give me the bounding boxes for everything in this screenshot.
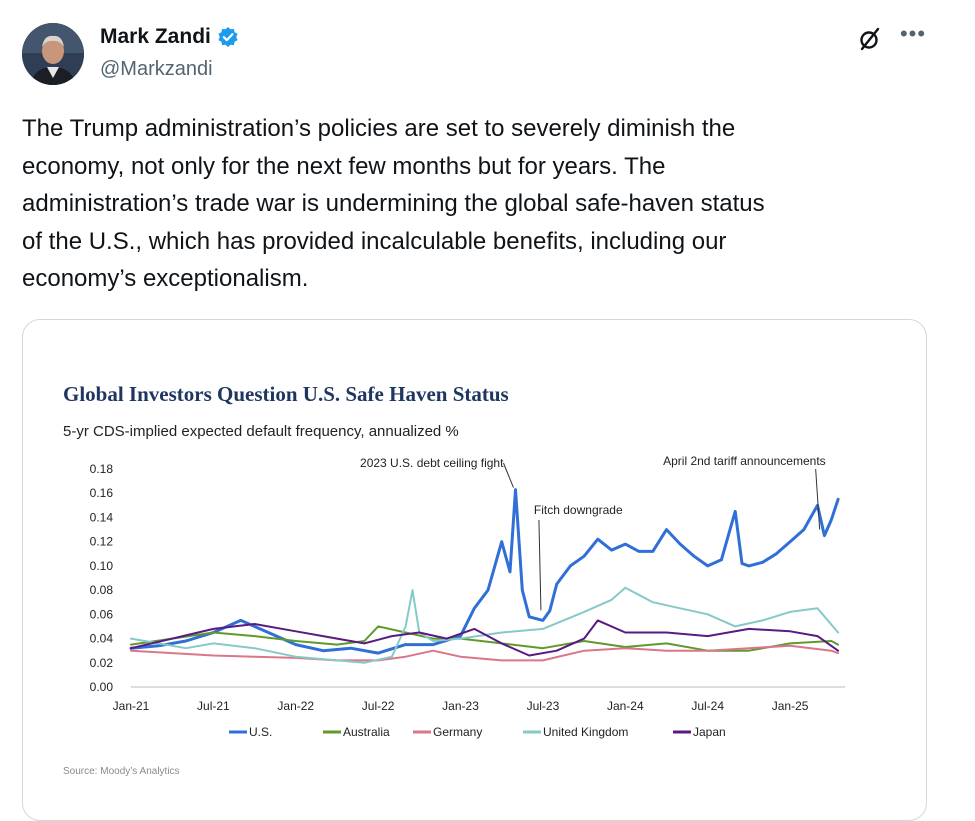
y-tick-label: 0.12 xyxy=(90,535,114,549)
more-options-icon[interactable]: ••• xyxy=(899,21,927,46)
tweet-line: of the U.S., which has provided incalcul… xyxy=(22,227,727,255)
legend-label: U.S. xyxy=(249,725,272,739)
x-tick-label: Jan-25 xyxy=(772,699,809,713)
tweet-line: economy’s exceptionalism. xyxy=(22,265,309,292)
annotation-arrow xyxy=(538,519,542,611)
verified-badge-icon xyxy=(218,27,238,47)
y-tick-label: 0.16 xyxy=(90,486,114,500)
x-tick-label: Jan-21 xyxy=(113,699,150,713)
avatar[interactable] xyxy=(22,23,84,85)
author-name-text[interactable]: Mark Zandi xyxy=(100,25,211,48)
y-tick-label: 0.00 xyxy=(90,680,114,694)
tweet-text: The Trump administration’s policies are … xyxy=(22,110,937,298)
x-tick-label: Jul-21 xyxy=(197,699,230,713)
x-tick-label: Jan-24 xyxy=(607,699,644,713)
x-tick-label: Jul-23 xyxy=(527,699,560,713)
chart-source: Source: Moody’s Analytics xyxy=(63,766,180,777)
author-handle[interactable]: @Markzandi xyxy=(100,58,213,80)
annotation-arrow xyxy=(502,462,514,488)
annotation-arrow xyxy=(815,468,821,530)
x-tick-label: Jul-24 xyxy=(691,699,724,713)
y-tick-label: 0.06 xyxy=(90,607,114,621)
legend-label: Japan xyxy=(693,725,726,739)
y-tick-label: 0.10 xyxy=(90,559,114,573)
series-line-united-kingdom xyxy=(130,586,840,664)
tweet-line: administration’s trade war is underminin… xyxy=(22,190,765,217)
tweet-line: economy, not only for the next few month… xyxy=(22,152,666,180)
y-tick-label: 0.02 xyxy=(90,656,114,670)
tweet-line: The Trump administration’s policies are … xyxy=(22,115,736,142)
y-tick-label: 0.14 xyxy=(90,510,114,524)
chart-svg: 0.00 0.02 0.04 0.06 0.08 0.10 0.12 0.14 0.16 0.18… xyxy=(90,454,845,739)
x-tick-label: Jan-22 xyxy=(277,699,314,713)
x-tick-label: Jul-22 xyxy=(362,699,395,713)
legend-label: United Kingdom xyxy=(543,725,628,739)
chart-title: Global Investors Question U.S. Safe Have… xyxy=(63,382,509,406)
annotation-fitch: Fitch downgrade xyxy=(534,503,623,517)
series-line-japan xyxy=(130,619,840,657)
annotation-debt-ceiling: 2023 U.S. debt ceiling fight xyxy=(360,456,504,470)
series-line-germany xyxy=(130,644,840,662)
y-tick-label: 0.04 xyxy=(90,632,114,646)
x-tick-label: Jan-23 xyxy=(442,699,479,713)
legend-label: Germany xyxy=(433,725,482,739)
y-tick-label: 0.08 xyxy=(90,583,114,597)
author-name[interactable]: Mark Zandi xyxy=(100,25,239,49)
series-line-u-s- xyxy=(129,488,840,655)
legend-label: Australia xyxy=(343,725,390,739)
y-tick-label: 0.18 xyxy=(90,462,114,476)
avatar-photo xyxy=(22,23,84,85)
chart-subtitle: 5-yr CDS-implied expected default freque… xyxy=(63,423,459,440)
annotation-tariff: April 2nd tariff announcements xyxy=(663,454,826,468)
grok-icon[interactable] xyxy=(855,24,885,54)
media-chart-card[interactable]: Global Investors Question U.S. Safe Have… xyxy=(22,319,927,821)
